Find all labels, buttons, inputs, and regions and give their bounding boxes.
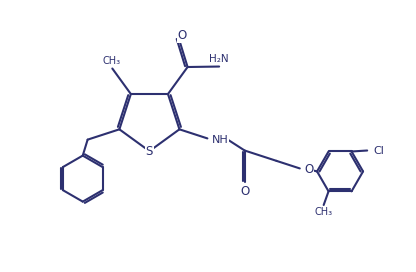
Text: S: S	[146, 145, 153, 158]
Text: NH: NH	[212, 135, 229, 145]
Text: O: O	[304, 163, 313, 176]
Text: Cl: Cl	[373, 146, 384, 156]
Text: CH₃: CH₃	[314, 207, 333, 217]
Text: O: O	[178, 29, 187, 42]
Text: O: O	[240, 185, 249, 198]
Text: CH₃: CH₃	[102, 55, 120, 66]
Text: H₂N: H₂N	[209, 54, 229, 64]
